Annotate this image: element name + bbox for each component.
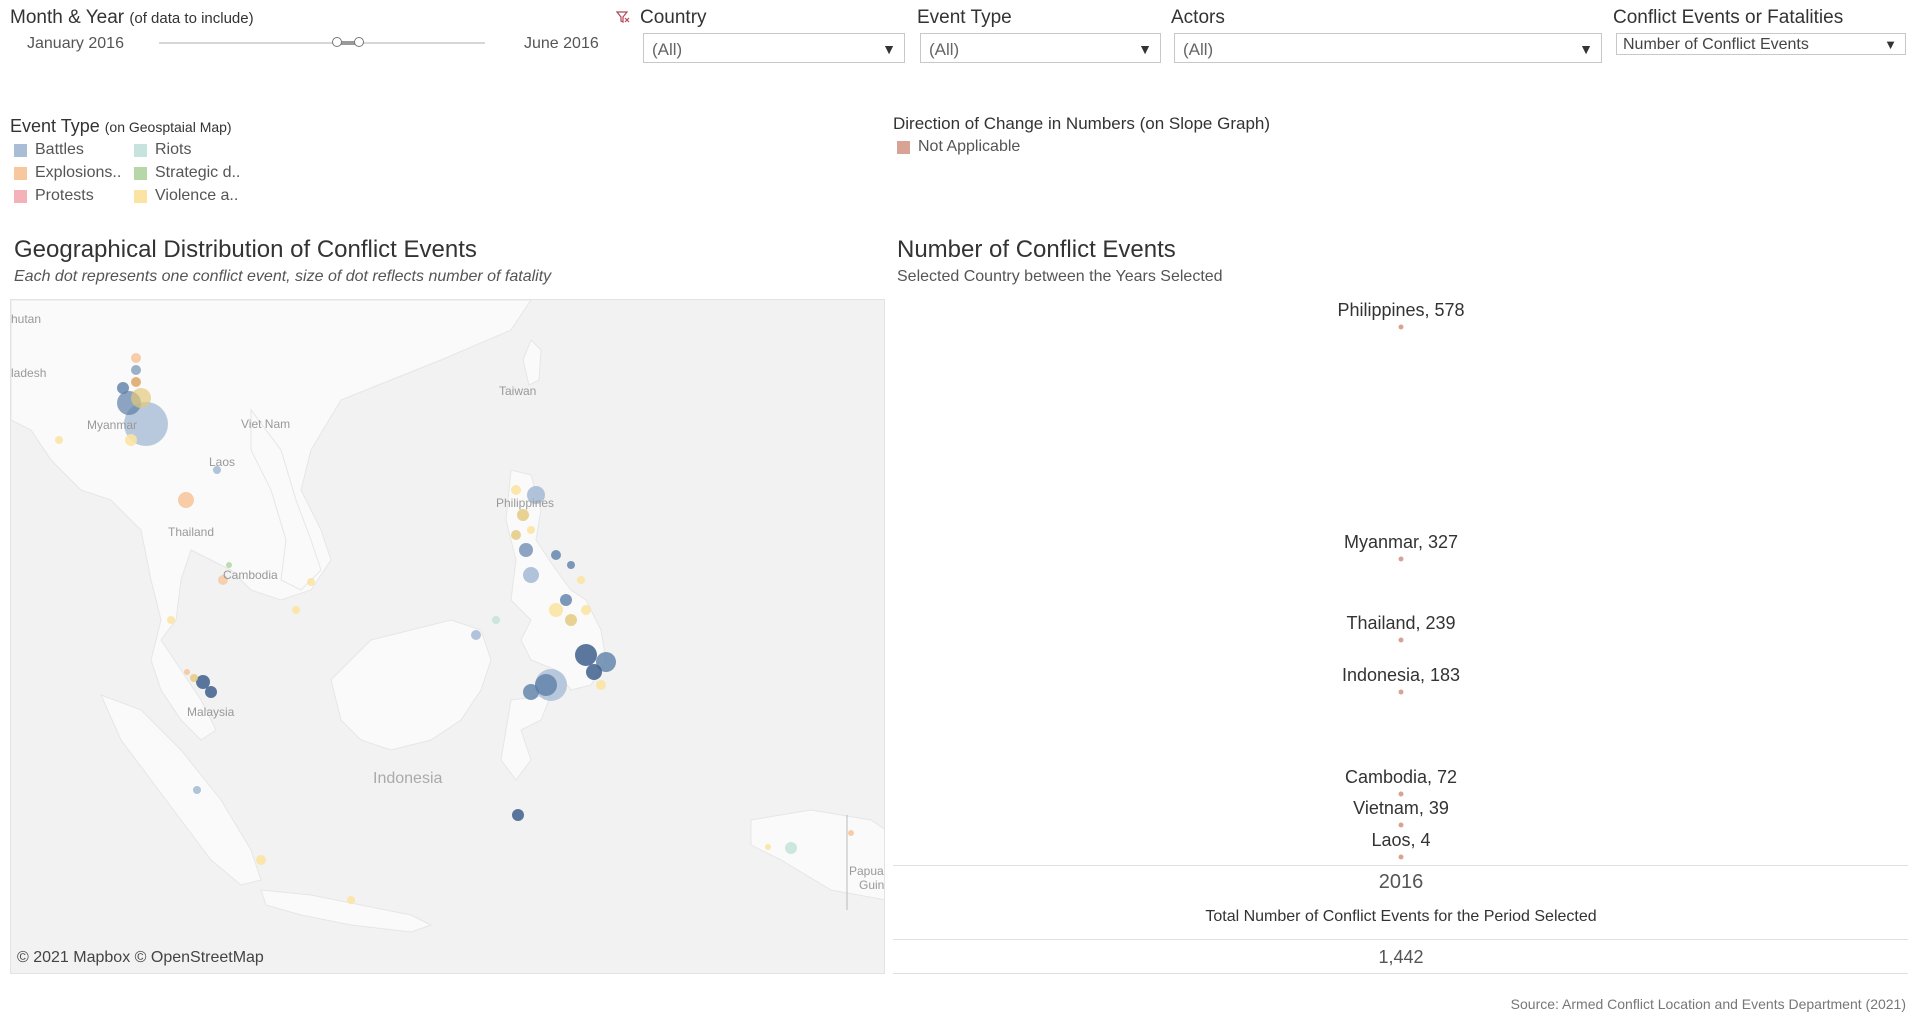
chevron-down-icon: ▼ — [1138, 41, 1152, 57]
total-value: 1,442 — [1378, 947, 1424, 967]
legend-item-battles[interactable]: Battles — [14, 141, 84, 159]
event-type-select[interactable]: (All) ▼ — [920, 33, 1161, 63]
legend-swatch — [897, 140, 910, 154]
date-slider-range[interactable] — [336, 41, 358, 45]
legend-swatch — [14, 166, 27, 180]
slope-point-laos[interactable] — [1398, 854, 1404, 860]
map-label-laos: Laos — [209, 455, 236, 469]
slope-point-indonesia[interactable] — [1398, 689, 1404, 695]
map-label-taiwan: Taiwan — [499, 384, 537, 398]
total-bottom-line — [893, 973, 1908, 974]
total-label: Total Number of Conflict Events for the … — [1205, 908, 1597, 925]
map-label-bangladesh: ladesh — [11, 366, 47, 380]
clear-filter-icon[interactable] — [615, 10, 630, 24]
slope-label-myanmar: Myanmar, 327 — [1343, 531, 1459, 552]
measure-filter-label: Conflict Events or Fatalities — [1613, 7, 1844, 28]
legend-swatch — [14, 143, 27, 157]
legend-swatch — [134, 143, 147, 157]
geospatial-map[interactable]: hutan ladesh Myanmar Viet Nam Laos Thail… — [10, 299, 885, 974]
slider-start-value: January 2016 — [27, 35, 124, 52]
legend-swatch — [14, 189, 27, 203]
map-credit: © 2021 Mapbox © OpenStreetMap — [17, 949, 264, 966]
event-type-legend-title: Event Type (on Geosptaial Map) — [10, 116, 232, 136]
total-divider — [893, 939, 1908, 940]
slope-label-philippines: Philippines, 578 — [1337, 300, 1465, 320]
date-slider-start-handle[interactable] — [332, 37, 342, 47]
map-label-myanmar: Myanmar — [87, 418, 138, 432]
map-label-papua: Papua — [849, 864, 884, 878]
month-year-filter-label: Month & Year (of data to include) — [10, 7, 254, 28]
actors-select[interactable]: (All) ▼ — [1174, 33, 1602, 63]
map-label-thailand: Thailand — [168, 525, 215, 539]
legend-item-explosions[interactable]: Explosions.. — [14, 164, 121, 182]
slider-end-value: June 2016 — [524, 35, 599, 52]
slope-year-label: 2016 — [1378, 871, 1424, 893]
date-slider-end-handle[interactable] — [354, 37, 364, 47]
source-note: Source: Armed Conflict Location and Even… — [1510, 996, 1906, 1012]
direction-legend-title: Direction of Change in Numbers (on Slope… — [893, 114, 1271, 133]
slope-subtitle: Selected Country between the Years Selec… — [897, 268, 1223, 285]
legend-swatch — [134, 166, 147, 180]
date-slider-track[interactable] — [159, 42, 485, 44]
slope-label-vietnam: Vietnam, 39 — [1353, 797, 1449, 818]
map-label-guinea: Guin — [859, 878, 885, 892]
map-label-bhutan: hutan — [11, 312, 42, 326]
slope-axis-line — [893, 865, 1908, 866]
slope-label-cambodia: Cambodia, 72 — [1344, 767, 1458, 788]
legend-swatch — [134, 189, 147, 203]
map-title: Geographical Distribution of Conflict Ev… — [14, 236, 477, 263]
map-canvas — [11, 300, 884, 973]
map-label-cambodia: Cambodia — [223, 568, 278, 582]
legend-item-protests[interactable]: Protests — [14, 187, 94, 205]
map-label-indonesia: Indonesia — [373, 770, 443, 787]
slope-label-thailand: Thailand, 239 — [1346, 613, 1456, 634]
country-select[interactable]: (All) ▼ — [643, 33, 905, 63]
legend-item-not-applicable[interactable]: Not Applicable — [897, 138, 1020, 156]
slope-point-philippines[interactable] — [1398, 324, 1404, 330]
slope-point-cambodia[interactable] — [1398, 791, 1404, 797]
legend-item-riots[interactable]: Riots — [134, 141, 191, 159]
map-label-philippines: Philippines — [496, 496, 555, 510]
slope-label-indonesia: Indonesia, 183 — [1341, 664, 1461, 685]
chevron-down-icon: ▼ — [1884, 37, 1897, 52]
slope-graph[interactable]: Philippines, 578 Myanmar, 327 Thailand, 23… — [893, 299, 1908, 974]
actors-filter-label: Actors — [1171, 7, 1225, 28]
slope-point-myanmar[interactable] — [1398, 556, 1404, 562]
conflict-dots — [55, 353, 854, 904]
slope-label-laos: Laos, 4 — [1371, 830, 1431, 851]
event-type-filter-label: Event Type — [917, 7, 1012, 28]
slope-point-vietnam[interactable] — [1398, 822, 1404, 828]
slope-title: Number of Conflict Events — [897, 236, 1176, 263]
map-label-malaysia: Malaysia — [187, 705, 235, 719]
chevron-down-icon: ▼ — [1579, 41, 1593, 57]
legend-item-violence[interactable]: Violence a.. — [134, 187, 238, 205]
measure-select[interactable]: Number of Conflict Events ▼ — [1616, 33, 1906, 55]
legend-item-strategic[interactable]: Strategic d.. — [134, 164, 240, 182]
map-subtitle: Each dot represents one conflict event, … — [14, 268, 552, 285]
country-filter-label: Country — [640, 7, 707, 28]
chevron-down-icon: ▼ — [882, 41, 896, 57]
slope-point-thailand[interactable] — [1398, 637, 1404, 643]
map-label-vietnam: Viet Nam — [241, 417, 291, 431]
